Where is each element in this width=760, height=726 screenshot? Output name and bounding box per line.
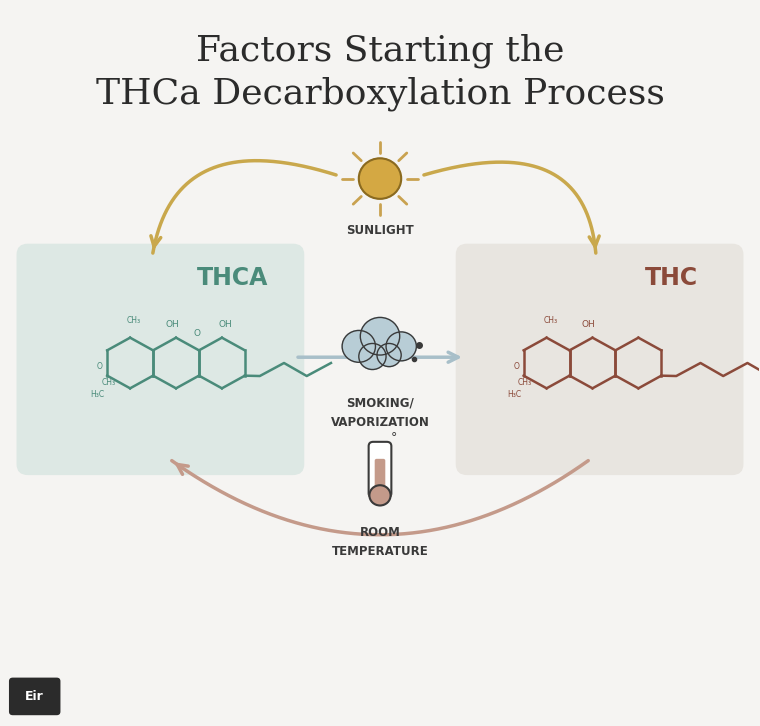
FancyBboxPatch shape (456, 244, 743, 475)
Text: CH₃: CH₃ (127, 317, 141, 325)
Text: H₃C: H₃C (507, 390, 521, 399)
Text: O: O (513, 362, 519, 371)
Circle shape (369, 485, 391, 505)
Text: Eir: Eir (25, 690, 44, 703)
Circle shape (359, 158, 401, 199)
Text: VAPORIZATION: VAPORIZATION (331, 416, 429, 429)
Text: Factors Starting the
THCa Decarboxylation Process: Factors Starting the THCa Decarboxylatio… (96, 34, 664, 111)
Text: CH₃: CH₃ (101, 378, 116, 387)
Text: SUNLIGHT: SUNLIGHT (346, 224, 414, 237)
Text: OH: OH (582, 320, 596, 329)
Text: O: O (194, 329, 201, 338)
FancyBboxPatch shape (17, 244, 304, 475)
Text: THCA: THCA (197, 266, 268, 290)
Circle shape (377, 343, 401, 367)
Text: OH: OH (166, 320, 179, 329)
Text: TEMPERATURE: TEMPERATURE (331, 545, 429, 558)
FancyBboxPatch shape (375, 459, 385, 493)
Text: H₃C: H₃C (90, 390, 105, 399)
Text: THC: THC (645, 266, 698, 290)
Circle shape (360, 317, 400, 355)
Circle shape (342, 330, 375, 362)
FancyBboxPatch shape (9, 677, 61, 715)
Text: SMOKING/: SMOKING/ (346, 397, 414, 410)
Text: O: O (97, 362, 103, 371)
Text: °: ° (391, 431, 397, 444)
Text: CH₃: CH₃ (543, 317, 557, 325)
Circle shape (359, 343, 386, 370)
Circle shape (386, 332, 416, 361)
FancyBboxPatch shape (369, 442, 391, 497)
Text: OH: OH (219, 320, 233, 329)
Text: CH₃: CH₃ (518, 378, 532, 387)
Text: ROOM: ROOM (359, 526, 401, 539)
